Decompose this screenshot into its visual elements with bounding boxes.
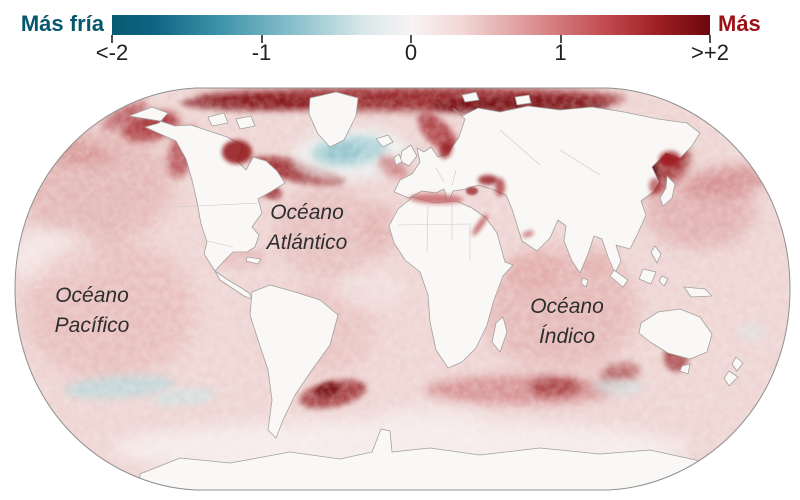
tasmania xyxy=(679,363,691,375)
ocean-label-indian: Océano Índico xyxy=(530,292,604,352)
japan xyxy=(659,175,676,207)
legend-tick-label: 0 xyxy=(404,40,418,65)
anomaly-region-black-sea xyxy=(478,175,498,185)
anomaly-region-caspian-sea xyxy=(495,178,505,196)
philippines xyxy=(650,245,662,264)
new-zealand-north xyxy=(731,356,744,372)
legend-gradient-bar xyxy=(112,15,710,35)
ocean-label-line: Océano xyxy=(270,201,344,224)
anomaly-region-hudson-bay xyxy=(222,140,252,164)
legend-warm-label: Más xyxy=(718,11,761,36)
anomaly-region-mediterranean xyxy=(409,193,463,205)
anomaly-region-aegean-dark xyxy=(466,187,478,195)
temperature-legend: Más fría <-2 -1 0 1 >+2 Más xyxy=(0,0,800,80)
legend-tick-row xyxy=(111,35,711,43)
arctic-island-1 xyxy=(207,112,229,127)
legend-tick-label: >+2 xyxy=(691,40,729,65)
africa xyxy=(388,196,514,369)
ocean-label-pacific: Océano Pacífico xyxy=(55,281,130,341)
new-guinea xyxy=(683,286,713,298)
anomaly-region-sea-of-japan xyxy=(649,178,661,194)
iceland xyxy=(375,134,394,148)
legend-tick-label: <-2 xyxy=(95,40,129,65)
ocean-label-line: Océano xyxy=(530,295,604,318)
land-shapes xyxy=(128,91,746,490)
legend-tick-mark xyxy=(709,35,711,43)
anomaly-region-baltic-sea xyxy=(439,141,453,159)
sulawesi xyxy=(658,275,669,287)
ocean-label-line: Pacífico xyxy=(54,314,130,337)
ocean-label-line: Océano xyxy=(55,284,129,307)
madagascar xyxy=(491,316,508,353)
sri-lanka xyxy=(580,277,589,288)
legend-tick-label-row: <-2 -1 0 1 >+2 xyxy=(96,40,729,66)
new-zealand-south xyxy=(723,370,739,387)
ireland xyxy=(393,153,403,166)
anomaly-blobs-inland xyxy=(222,140,681,238)
internal-borders xyxy=(175,129,601,260)
legend-cold-label: Más fría xyxy=(20,11,104,36)
anomaly-region-persian-gulf xyxy=(522,230,534,238)
legend-tick-mark xyxy=(260,35,263,43)
cuba xyxy=(245,256,262,265)
ocean-label-line: Atlántico xyxy=(266,231,348,254)
svalbard xyxy=(461,91,480,103)
legend-tick-mark xyxy=(111,35,113,43)
eurasia xyxy=(393,105,701,274)
legend-tick-label: -1 xyxy=(251,40,272,65)
sumatra xyxy=(609,269,629,288)
legend-tick-mark xyxy=(410,35,412,43)
novaya-zemlya xyxy=(514,94,532,106)
legend-tick-mark xyxy=(559,35,562,43)
legend-tick-label: 1 xyxy=(554,40,567,65)
map-outline xyxy=(14,87,791,491)
anomaly-region-sea-of-okhotsk xyxy=(659,151,681,167)
greenland xyxy=(308,91,359,148)
ocean-label-line: Índico xyxy=(538,325,596,348)
ocean-label-atlantic: Océano Atlántico xyxy=(267,198,348,258)
australia xyxy=(638,308,713,360)
arctic-island-2 xyxy=(235,115,256,130)
borneo xyxy=(638,268,657,285)
anomaly-region-red-sea xyxy=(472,214,488,236)
south-america xyxy=(249,284,339,439)
